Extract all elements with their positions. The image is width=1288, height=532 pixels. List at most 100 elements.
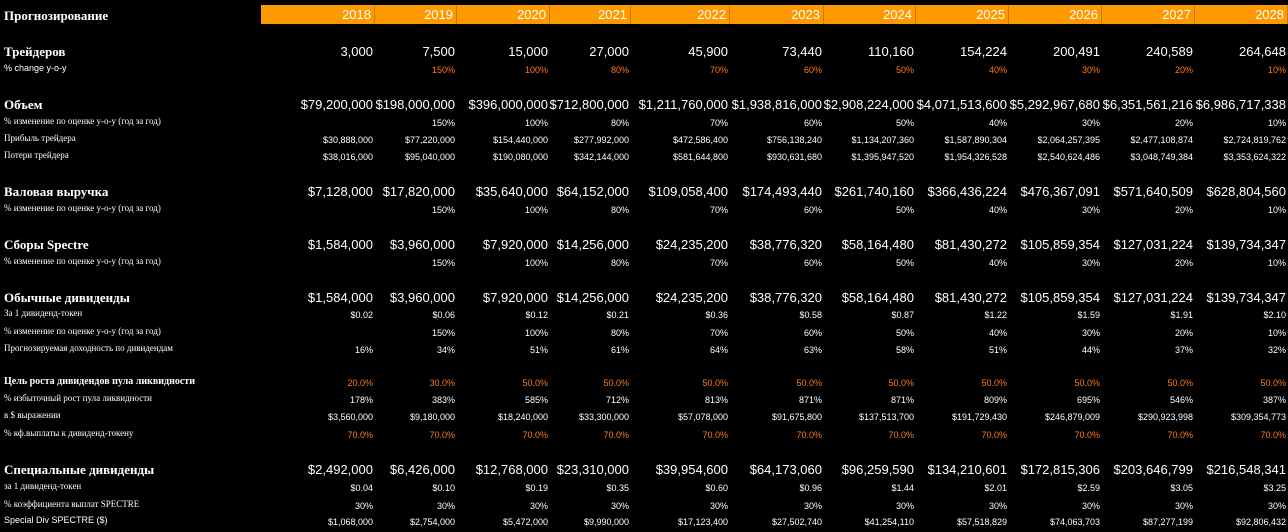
cell-2026[interactable]: $1.59 [1077, 310, 1100, 320]
cell-2027[interactable]: 20% [1174, 205, 1193, 215]
cell-2028[interactable]: 30% [1267, 501, 1286, 511]
cell-2028[interactable]: $216,548,341 [1206, 462, 1286, 477]
cell-2026[interactable]: $476,367,091 [1020, 184, 1100, 199]
cell-2024[interactable]: 871% [890, 395, 914, 405]
cell-2021[interactable]: $277,992,000 [573, 135, 629, 145]
cell-2019[interactable]: 34% [436, 345, 455, 355]
cell-2018[interactable]: $30,888,000 [322, 135, 373, 145]
cell-2019[interactable]: 30% [436, 501, 455, 511]
cell-2025[interactable]: $2.01 [984, 483, 1007, 493]
cell-2022[interactable]: 30% [709, 501, 728, 511]
cell-2021[interactable]: 80% [610, 328, 629, 338]
cell-2028[interactable]: 264,648 [1239, 44, 1286, 59]
cell-2023[interactable]: 60% [803, 118, 822, 128]
cell-2024[interactable]: 30% [895, 501, 914, 511]
year-header-2021[interactable]: 2021 [550, 5, 631, 24]
cell-2019[interactable]: 150% [431, 258, 455, 268]
cell-2024[interactable]: $2,908,224,000 [823, 97, 914, 112]
cell-2018[interactable]: $38,016,000 [322, 152, 373, 162]
cell-2018[interactable]: 30% [354, 501, 373, 511]
cell-2028[interactable]: $92,806,432 [1235, 517, 1286, 527]
cell-2021[interactable]: 30% [610, 501, 629, 511]
cell-2021[interactable]: 712% [605, 395, 629, 405]
cell-2020[interactable]: 50.0% [522, 378, 548, 388]
cell-2024[interactable]: 50% [895, 328, 914, 338]
cell-2019[interactable]: 7,500 [422, 44, 455, 59]
cell-2024[interactable]: 70.0% [888, 430, 914, 440]
cell-2027[interactable]: 240,589 [1146, 44, 1193, 59]
cell-2023[interactable]: $0.58 [799, 310, 822, 320]
cell-2027[interactable]: 20% [1174, 118, 1193, 128]
cell-2021[interactable]: $14,256,000 [556, 237, 629, 252]
cell-2023[interactable]: 70.0% [796, 430, 822, 440]
year-header-2020[interactable]: 2020 [457, 5, 550, 24]
year-header-2024[interactable]: 2024 [824, 5, 916, 24]
cell-2027[interactable]: $127,031,224 [1113, 290, 1193, 305]
cell-2027[interactable]: $3.05 [1170, 483, 1193, 493]
year-header-2018[interactable]: 2018 [261, 5, 375, 24]
cell-2023[interactable]: $38,776,320 [749, 237, 822, 252]
cell-2021[interactable]: $23,310,000 [556, 462, 629, 477]
cell-2019[interactable]: $95,040,000 [404, 152, 455, 162]
cell-2020[interactable]: $35,640,000 [475, 184, 548, 199]
cell-2019[interactable]: $0.10 [432, 483, 455, 493]
cell-2020[interactable]: $0.12 [525, 310, 548, 320]
cell-2021[interactable]: $0.21 [606, 310, 629, 320]
cell-2022[interactable]: $39,954,600 [655, 462, 728, 477]
cell-2027[interactable]: $3,048,749,384 [1130, 152, 1193, 162]
cell-2021[interactable]: $9,990,000 [583, 517, 629, 527]
cell-2026[interactable]: 30% [1081, 205, 1100, 215]
cell-2025[interactable]: 50.0% [981, 378, 1007, 388]
cell-2021[interactable]: 80% [610, 258, 629, 268]
cell-2018[interactable]: $0.04 [350, 483, 373, 493]
cell-2025[interactable]: 809% [983, 395, 1007, 405]
cell-2021[interactable]: $0.35 [606, 483, 629, 493]
cell-2027[interactable]: $290,923,998 [1137, 412, 1193, 422]
cell-2023[interactable]: $756,138,240 [766, 135, 822, 145]
cell-2028[interactable]: 10% [1267, 328, 1286, 338]
cell-2027[interactable]: 20% [1174, 328, 1193, 338]
cell-2021[interactable]: $342,144,000 [573, 152, 629, 162]
cell-2018[interactable]: $0.02 [350, 310, 373, 320]
cell-2023[interactable]: $64,173,060 [749, 462, 822, 477]
cell-2020[interactable]: 30% [529, 501, 548, 511]
cell-2026[interactable]: $74,063,703 [1049, 517, 1100, 527]
cell-2025[interactable]: $81,430,272 [934, 290, 1007, 305]
cell-2020[interactable]: $154,440,000 [492, 135, 548, 145]
cell-2024[interactable]: $58,164,480 [841, 237, 914, 252]
cell-2026[interactable]: $2,540,624,486 [1037, 152, 1100, 162]
cell-2026[interactable]: 44% [1081, 345, 1100, 355]
cell-2023[interactable]: 60% [803, 328, 822, 338]
cell-2027[interactable]: 37% [1174, 345, 1193, 355]
cell-2022[interactable]: 70% [709, 328, 728, 338]
cell-2028[interactable]: $3.25 [1263, 483, 1286, 493]
cell-2018[interactable]: 70.0% [347, 430, 373, 440]
cell-2019[interactable]: $0.06 [432, 310, 455, 320]
cell-2024[interactable]: 50% [895, 65, 914, 75]
cell-2026[interactable]: $2.59 [1077, 483, 1100, 493]
cell-2021[interactable]: 70.0% [603, 430, 629, 440]
year-header-2019[interactable]: 2019 [375, 5, 457, 24]
cell-2020[interactable]: 100% [524, 205, 548, 215]
cell-2019[interactable]: 150% [431, 65, 455, 75]
cell-2023[interactable]: 871% [798, 395, 822, 405]
cell-2022[interactable]: 70.0% [702, 430, 728, 440]
cell-2018[interactable]: $3,560,000 [327, 412, 373, 422]
cell-2021[interactable]: 27,000 [589, 44, 629, 59]
cell-2024[interactable]: $96,259,590 [841, 462, 914, 477]
cell-2024[interactable]: $261,740,160 [834, 184, 914, 199]
cell-2020[interactable]: 100% [524, 258, 548, 268]
cell-2025[interactable]: $1,954,326,528 [944, 152, 1007, 162]
cell-2027[interactable]: 50.0% [1167, 378, 1193, 388]
cell-2024[interactable]: $0.87 [891, 310, 914, 320]
cell-2021[interactable]: 80% [610, 205, 629, 215]
cell-2028[interactable]: $2,724,819,762 [1223, 135, 1286, 145]
cell-2028[interactable]: $3,353,624,322 [1223, 152, 1286, 162]
cell-2022[interactable]: 70% [709, 118, 728, 128]
year-header-2028[interactable]: 2028 [1195, 5, 1288, 24]
cell-2023[interactable]: 73,440 [782, 44, 822, 59]
cell-2025[interactable]: $81,430,272 [934, 237, 1007, 252]
cell-2025[interactable]: $57,518,829 [956, 517, 1007, 527]
year-header-2027[interactable]: 2027 [1102, 5, 1195, 24]
cell-2022[interactable]: $0.60 [705, 483, 728, 493]
